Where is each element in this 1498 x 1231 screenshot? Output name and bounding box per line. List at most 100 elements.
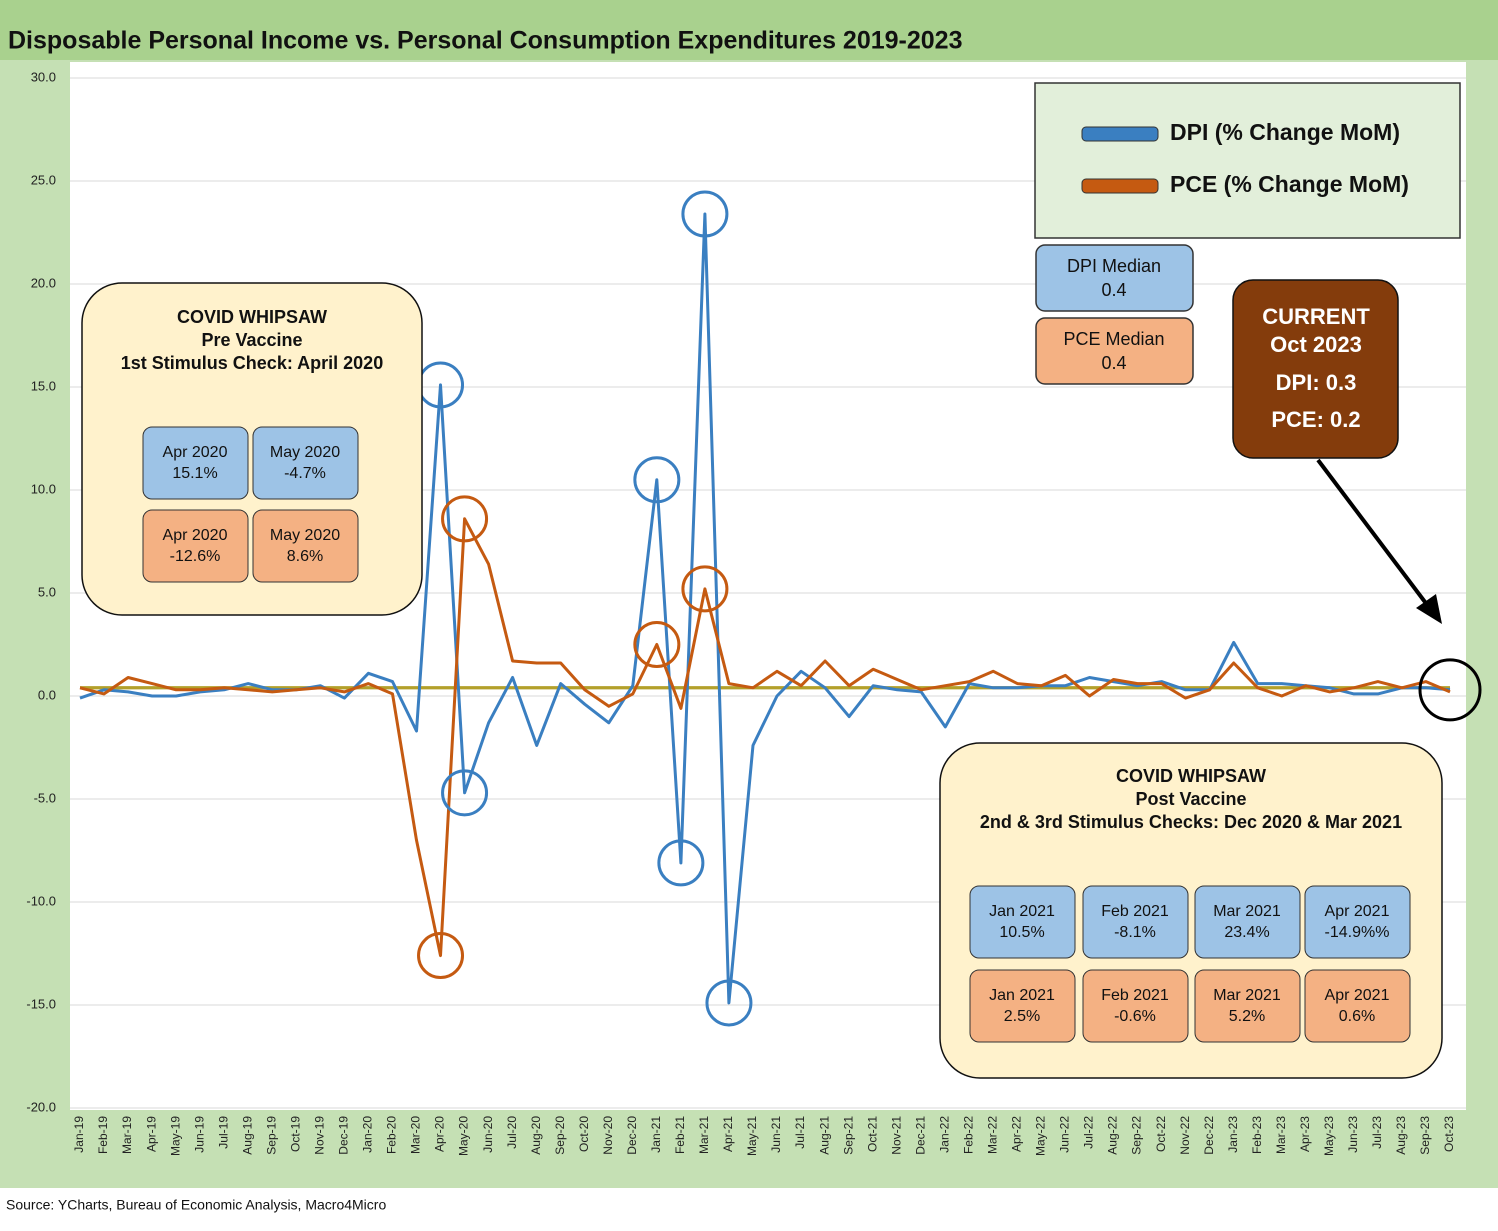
annotation-cell [969, 969, 1076, 1043]
cell-value: -8.1% [1114, 924, 1156, 941]
cell-label: Apr 2020 [163, 444, 228, 461]
current-title: Oct 2023 [1270, 332, 1362, 357]
arrow-head [1416, 594, 1442, 624]
annotation-title: 2nd & 3rd Stimulus Checks: Dec 2020 & Ma… [980, 812, 1402, 832]
x-tick-label: Jan-21 [649, 1116, 663, 1153]
legend-label: DPI (% Change MoM) [1170, 119, 1400, 145]
annotation-cell [142, 426, 249, 500]
y-tick-label: -5.0 [34, 790, 56, 805]
x-tick-label: Feb-22 [961, 1116, 975, 1154]
x-tick-label: Jun-19 [192, 1116, 206, 1153]
current-box [1232, 279, 1399, 459]
x-tick-label: Jan-22 [937, 1116, 951, 1153]
y-tick-label: -10.0 [26, 893, 56, 908]
x-tick-label: Feb-19 [96, 1116, 110, 1154]
x-tick-label: Dec-22 [1202, 1116, 1216, 1155]
x-tick-label: Jul-22 [1082, 1116, 1096, 1149]
x-tick-label: Nov-22 [1178, 1116, 1192, 1155]
x-tick-label: Sep-20 [553, 1116, 567, 1155]
highlight-circle [441, 769, 489, 817]
x-tick-label: Apr-21 [721, 1116, 735, 1152]
highlight-circle [681, 565, 729, 613]
cell-value: 23.4% [1224, 924, 1269, 941]
highlight-circle [705, 979, 753, 1027]
cell-value: -12.6% [170, 548, 221, 565]
x-tick-label: Oct-20 [577, 1116, 591, 1152]
cell-label: Apr 2021 [1325, 987, 1390, 1004]
current-line: DPI: 0.3 [1276, 370, 1357, 395]
title-band [0, 0, 1498, 60]
median-box [1035, 244, 1194, 312]
annotation-cell [252, 426, 359, 500]
x-tick-label: Mar-20 [409, 1116, 423, 1154]
cell-label: Mar 2021 [1213, 903, 1281, 920]
y-tick-label: 25.0 [31, 172, 56, 187]
x-tick-label: Oct-23 [1442, 1116, 1456, 1152]
y-tick-label: -20.0 [26, 1099, 56, 1114]
annotation-title: Pre Vaccine [201, 330, 302, 350]
annotation-title: Post Vaccine [1135, 789, 1246, 809]
x-tick-label: Jun-20 [481, 1116, 495, 1153]
x-tick-label: Sep-19 [264, 1116, 278, 1155]
x-tick-label: Jul-21 [793, 1116, 807, 1149]
x-tick-label: Jun-22 [1058, 1116, 1072, 1153]
x-tick-label: Sep-21 [841, 1116, 855, 1155]
x-tick-label: Mar-19 [120, 1116, 134, 1154]
cell-label: Jan 2021 [989, 903, 1055, 920]
median-label: PCE Median [1063, 329, 1164, 349]
source: Source: YCharts, Bureau of Economic Anal… [6, 1197, 386, 1213]
x-tick-label: Feb-23 [1250, 1116, 1264, 1154]
current-circle [1418, 658, 1482, 722]
x-tick-label: Dec-20 [625, 1116, 639, 1155]
y-tick-label: 10.0 [31, 481, 56, 496]
x-tick-label: Oct-21 [865, 1116, 879, 1152]
y-tick-label: 0.0 [38, 687, 56, 702]
x-tick-label: Jul-20 [505, 1116, 519, 1149]
highlight-circle [681, 190, 729, 238]
annotation-title: 1st Stimulus Check: April 2020 [121, 353, 383, 373]
median-box [1035, 317, 1194, 385]
x-tick-label: Oct-19 [288, 1116, 302, 1152]
cell-label: Apr 2021 [1325, 903, 1390, 920]
y-tick-label: 20.0 [31, 275, 56, 290]
footer-band [0, 1188, 1498, 1226]
x-tick-label: Aug-23 [1394, 1116, 1408, 1155]
x-tick-label: Dec-21 [913, 1116, 927, 1155]
highlight-circle [657, 839, 705, 887]
x-tick-label: Jan-20 [361, 1116, 375, 1153]
cell-value: -4.7% [284, 465, 326, 482]
series-line [79, 517, 1451, 958]
annotation-cell [1304, 885, 1411, 959]
x-tick-label: Jun-23 [1346, 1116, 1360, 1153]
x-tick-label: Dec-19 [337, 1116, 351, 1155]
x-tick-label: Feb-20 [385, 1116, 399, 1154]
x-tick-label: Apr-22 [1010, 1116, 1024, 1152]
x-tick-label: Aug-19 [240, 1116, 254, 1155]
x-tick-label: Aug-22 [1106, 1116, 1120, 1155]
median-label: DPI Median [1067, 256, 1161, 276]
x-tick-label: Sep-23 [1418, 1116, 1432, 1155]
cell-value: 15.1% [172, 465, 217, 482]
x-tick-label: Jul-19 [216, 1116, 230, 1149]
highlight-circle [633, 621, 681, 668]
x-tick-label: Aug-20 [529, 1116, 543, 1155]
y-tick-label: 30.0 [31, 69, 56, 84]
x-tick-label: Oct-22 [1154, 1116, 1168, 1152]
x-tick-label: May-20 [457, 1116, 471, 1156]
annotation-cell [1304, 969, 1411, 1043]
x-tick-label: Jan-23 [1226, 1116, 1240, 1153]
annotation-cell [142, 509, 249, 583]
median-value: 0.4 [1101, 280, 1126, 300]
x-tick-label: Apr-19 [144, 1116, 158, 1152]
cell-label: May 2020 [270, 444, 340, 461]
cell-label: Jan 2021 [989, 987, 1055, 1004]
cell-value: 10.5% [999, 924, 1044, 941]
y-tick-label: 15.0 [31, 378, 56, 393]
x-tick-label: Mar-22 [986, 1116, 1000, 1154]
legend-box [1034, 82, 1461, 239]
cell-value: -14.9%% [1325, 924, 1390, 941]
arrow-shaft [1316, 458, 1430, 608]
cell-label: Mar 2021 [1213, 987, 1281, 1004]
cell-label: Feb 2021 [1101, 903, 1169, 920]
